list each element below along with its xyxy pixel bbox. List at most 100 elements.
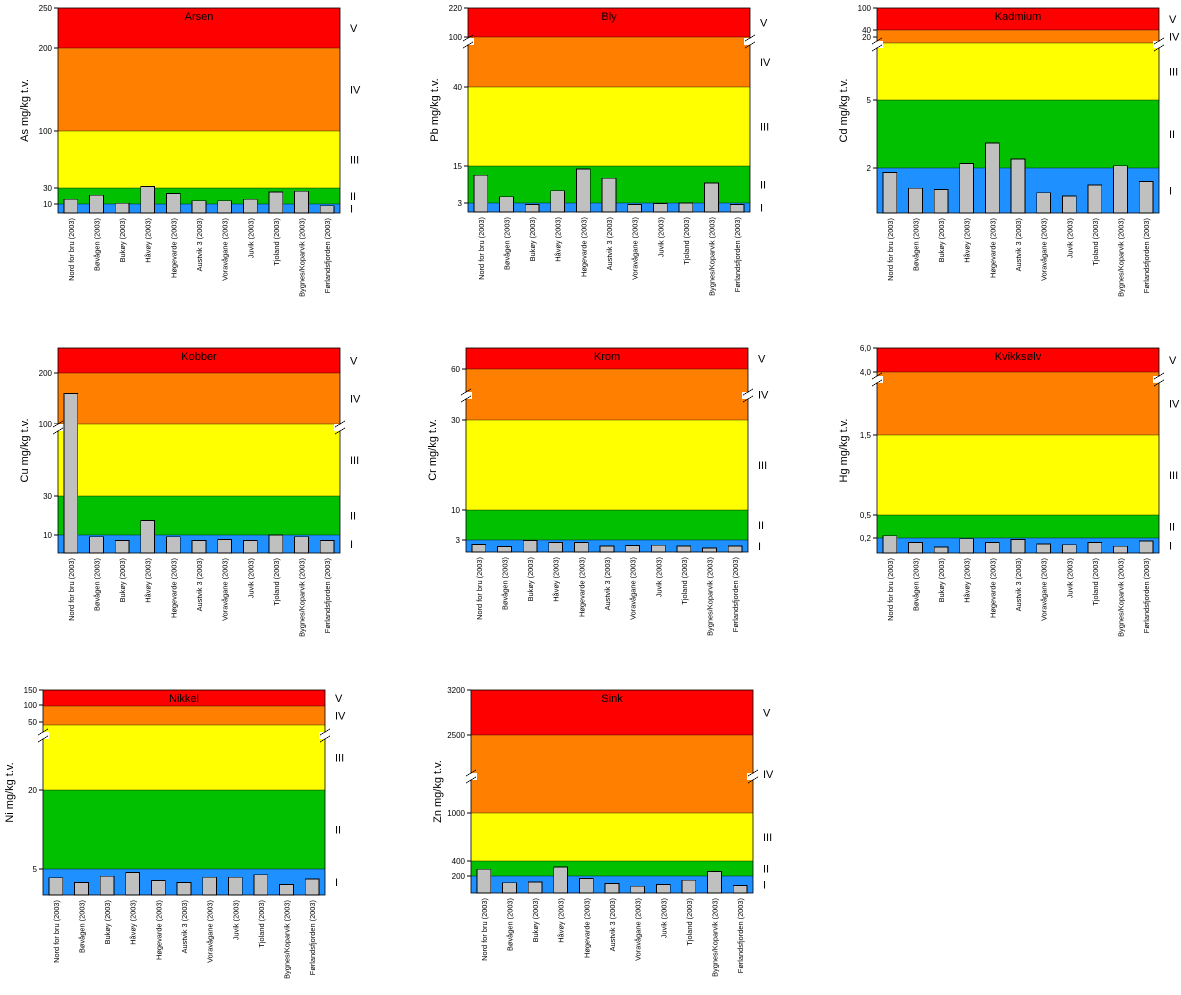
sink-axis-break-mark: [465, 776, 477, 784]
krom-bar: [702, 547, 717, 553]
nikkel-axis-break-mark: [319, 735, 331, 743]
bly-ytick-label: 40: [453, 83, 462, 92]
sink-class-label-iv: IV: [763, 769, 774, 781]
nikkel-ytick-label: 20: [28, 786, 37, 795]
arsen-class-label-v: V: [350, 23, 358, 35]
nikkel-bar: [151, 880, 166, 896]
krom-category-label: Juvik (2003): [654, 557, 663, 597]
sink-category-label: Nord for bru (2003): [480, 898, 489, 961]
kadmium-class-label-iii: III: [1169, 67, 1178, 79]
sink-ytick-label: 1000: [447, 809, 465, 818]
kadmium-axis-break-mark: [871, 37, 883, 45]
bly-class-v-band: [468, 8, 750, 37]
nikkel-bar: [125, 872, 141, 896]
kadmium-bar: [933, 188, 949, 214]
kadmium-y-axis-label: Cd mg/kg t.v.: [838, 79, 850, 143]
nikkel-bar: [304, 878, 320, 896]
nikkel-category-label: Bukøy (2003): [103, 900, 112, 944]
kobber-bar: [89, 536, 104, 554]
kvikksolv-bar: [1113, 545, 1128, 554]
bly-axis-break-mark: [462, 41, 474, 49]
bly-class-iv-band: [468, 37, 750, 87]
kvikksolv-class-iii-band: [877, 435, 1159, 515]
sink-bar: [604, 883, 620, 894]
sink-class-ii-band: [471, 861, 753, 876]
sink-bar: [732, 884, 748, 894]
kobber-axis-break-mark: [334, 427, 346, 435]
nikkel-category-label: Håvøy (2003): [129, 900, 138, 945]
nikkel-title: Nikkel: [169, 693, 199, 705]
arsen-ytick-label: 30: [43, 184, 52, 193]
kadmium-axis-break-mark: [1153, 37, 1165, 45]
nikkel-category-label: Nord for bru (2003): [52, 900, 61, 963]
kadmium-bar: [1138, 181, 1154, 214]
nikkel-ytick-label: 50: [28, 718, 37, 727]
kvikksolv-bar: [1061, 544, 1077, 554]
arsen-ytick-label: 250: [39, 4, 53, 13]
krom-category-label: Bygnes/Koparvik (2003): [706, 557, 715, 636]
kadmium-category-label: Voravågane (2003): [1040, 218, 1049, 281]
nikkel-bar: [279, 884, 294, 896]
kadmium-ytick-label: 40: [862, 26, 871, 35]
arsen-bar: [191, 200, 207, 214]
nikkel-class-iii-band: [43, 725, 325, 790]
kobber-category-label: Austvik 3 (2003): [195, 558, 204, 611]
arsen-bar: [140, 185, 156, 214]
kobber-category-label: Bukøy (2003): [118, 558, 127, 602]
krom-class-label-v: V: [758, 354, 766, 366]
arsen-bar: [319, 205, 335, 214]
sink-bar: [553, 866, 569, 894]
krom-category-label: Voravågane (2003): [629, 557, 638, 620]
kobber-ytick-label: 100: [39, 420, 53, 429]
nikkel-ytick-label: 100: [24, 701, 38, 710]
kobber-bar: [166, 536, 181, 554]
arsen-title: Arsen: [185, 11, 214, 23]
kadmium-bar: [908, 187, 923, 214]
kadmium-bar: [1010, 158, 1026, 214]
krom-category-label: Høgevarde (2003): [577, 557, 586, 617]
nikkel-axis-break-mark: [319, 728, 331, 736]
sink-ytick-label: 200: [452, 872, 466, 881]
bly-title: Bly: [601, 11, 617, 23]
kadmium-category-label: Tjoland (2003): [1091, 218, 1100, 266]
nikkel-axis-break-mark: [37, 735, 49, 743]
kadmium-category-label: Håvøy (2003): [963, 218, 972, 263]
sink-category-label: Tjoland (2003): [685, 898, 694, 946]
kvikksolv-bar: [1138, 540, 1154, 554]
kvikksolv-y-axis-label: Hg mg/kg t.v.: [838, 419, 850, 483]
kadmium-axis-break-mark: [1153, 44, 1165, 52]
kadmium-class-label-ii: II: [1169, 129, 1175, 141]
krom-class-label-ii: II: [758, 520, 764, 532]
kobber-axis-break-gap: [52, 424, 64, 431]
kvikksolv-axis-break-gap: [871, 376, 883, 383]
sink-class-iv-band: [471, 735, 753, 813]
arsen-category-label: Høgevarde (2003): [169, 218, 178, 278]
kobber-class-ii-band: [58, 496, 340, 535]
kvikksolv-ytick-label: 0,2: [860, 534, 872, 543]
arsen-ytick-label: 100: [39, 127, 53, 136]
krom-bar: [574, 541, 589, 553]
kadmium-class-label-v: V: [1169, 14, 1177, 26]
kvikksolv-category-label: Bygnes/Koparvik (2003): [1117, 558, 1126, 637]
sink-category-label: Bøvågen (2003): [505, 898, 514, 951]
sink-axis-break-gap: [747, 773, 759, 780]
kvikksolv-category-label: Tjoland (2003): [1091, 558, 1100, 606]
arsen-category-label: Bøvågen (2003): [92, 218, 101, 271]
sink-ytick-label: 2500: [447, 731, 465, 740]
kvikksolv-bar: [1010, 539, 1026, 554]
bly-bar: [576, 168, 591, 213]
arsen-category-label: Førlandsfjorden (2003): [323, 218, 332, 293]
kobber-category-label: Førlandsfjorden (2003): [323, 558, 332, 633]
arsen-category-label: Nord for bru (2003): [67, 218, 76, 281]
nikkel-category-label: Høgevarde (2003): [154, 900, 163, 960]
arsen-category-label: Austvik 3 (2003): [195, 218, 204, 271]
bly-class-label-i: I: [760, 203, 763, 215]
sink-bar: [655, 884, 671, 894]
sink-bar: [579, 878, 594, 894]
bly-class-label-iv: IV: [760, 57, 771, 69]
krom-axis-break-mark: [742, 395, 754, 403]
krom-class-ii-band: [466, 510, 748, 540]
krom-category-label: Førlandsfjorden (2003): [731, 557, 740, 632]
